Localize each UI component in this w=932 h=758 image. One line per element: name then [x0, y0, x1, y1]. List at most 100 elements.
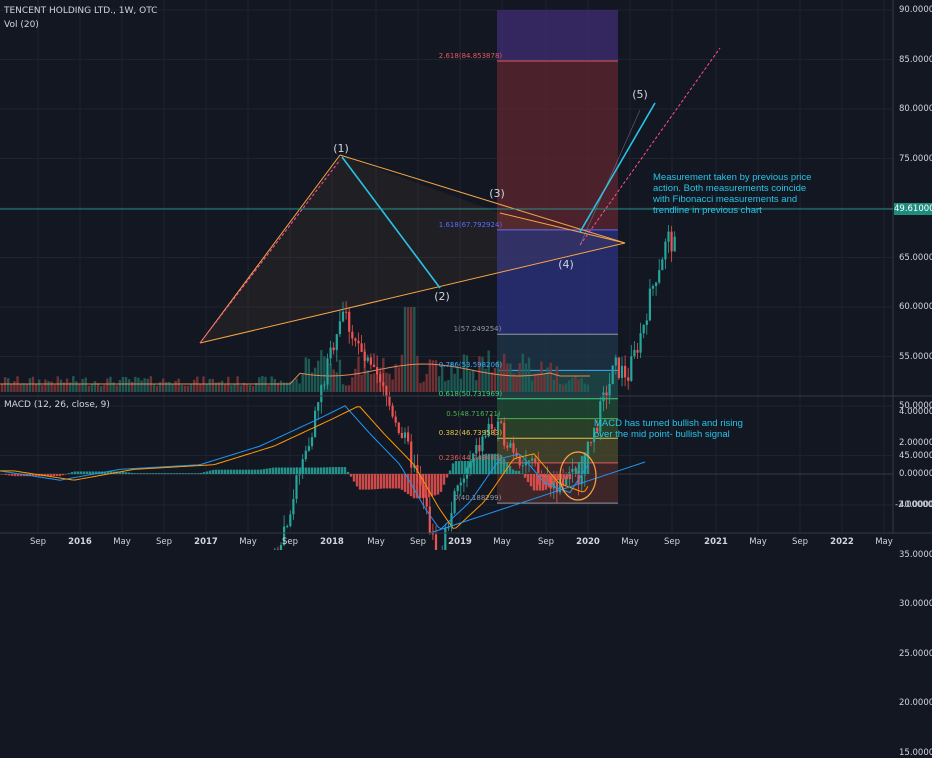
- fib-zone: [497, 334, 618, 370]
- macd-histogram-bar: [128, 473, 130, 474]
- volume-bar: [1, 384, 3, 392]
- macd-histogram-bar: [329, 467, 331, 474]
- macd-histogram-bar: [212, 470, 214, 474]
- macd-histogram-bar: [509, 466, 511, 474]
- candle-body: [367, 358, 369, 361]
- fib-zone: [497, 10, 618, 61]
- candle-body: [643, 325, 645, 333]
- volume-bar: [584, 384, 586, 392]
- candle-body: [512, 443, 514, 452]
- macd-histogram-bar: [239, 470, 241, 474]
- macd-histogram-bar: [428, 474, 430, 497]
- volume-bar: [181, 385, 183, 392]
- candle-body: [426, 497, 428, 506]
- time-tick-label: May: [749, 537, 767, 547]
- volume-bar: [81, 379, 83, 392]
- candle-body: [627, 377, 629, 380]
- macd-histogram-bar: [50, 474, 52, 476]
- macd-histogram-bar: [437, 474, 439, 495]
- volume-indicator-label[interactable]: Vol (20): [4, 20, 39, 30]
- macd-histogram-bar: [566, 474, 568, 479]
- macd-histogram-bar: [419, 474, 421, 498]
- time-tick-label: 2021: [704, 537, 728, 547]
- volume-bar: [119, 380, 121, 392]
- volume-bar: [345, 385, 347, 392]
- time-tick-label: Sep: [664, 537, 680, 547]
- volume-bar: [342, 384, 344, 392]
- candle-body: [609, 384, 611, 397]
- macd-histogram-bar: [455, 461, 457, 474]
- macd-histogram-bar: [59, 474, 61, 476]
- time-tick-label: Sep: [156, 537, 172, 547]
- macd-histogram-bar: [191, 473, 193, 474]
- volume-bar: [274, 379, 276, 392]
- candle-body: [571, 469, 573, 472]
- candle-body: [348, 312, 350, 332]
- volume-bar: [178, 379, 180, 392]
- fib-level-label: 1.618(67.792924): [439, 221, 502, 229]
- candle-body: [618, 358, 620, 378]
- macd-histogram-bar: [164, 473, 166, 474]
- candle-body: [435, 534, 437, 550]
- candle-body: [286, 526, 288, 527]
- macd-histogram-bar: [467, 461, 469, 474]
- macd-histogram-bar: [296, 467, 298, 474]
- volume-bar: [407, 307, 409, 392]
- volume-bar: [60, 380, 62, 392]
- volume-bar: [240, 385, 242, 392]
- volume-bar: [29, 378, 31, 392]
- macd-pane: [0, 406, 893, 533]
- macd-histogram-bar: [173, 473, 175, 474]
- candle-body: [522, 465, 524, 466]
- volume-bar: [100, 386, 102, 392]
- candle-body: [506, 446, 508, 448]
- volume-bar: [10, 384, 12, 392]
- macd-histogram-bar: [182, 473, 184, 474]
- macd-histogram-bar: [356, 474, 358, 486]
- price-chart[interactable]: [0, 0, 932, 550]
- macd-indicator-label[interactable]: MACD (12, 26, close, 9): [4, 400, 110, 410]
- candle-body: [674, 237, 676, 252]
- candle-body: [658, 270, 660, 282]
- macd-histogram-bar: [161, 473, 163, 474]
- volume-bar: [426, 374, 428, 392]
- volume-bar: [292, 381, 294, 392]
- candle-body: [345, 312, 347, 313]
- candle-body: [460, 483, 462, 486]
- macd-histogram-bar: [578, 462, 580, 474]
- macd-histogram-bar: [575, 468, 577, 474]
- macd-histogram-bar: [194, 473, 196, 474]
- volume-bar: [565, 383, 567, 392]
- macd-histogram-bar: [518, 471, 520, 474]
- volume-bar: [537, 373, 539, 392]
- candle-body: [500, 421, 502, 422]
- volume-bar: [103, 385, 105, 392]
- macd-histogram-bar: [197, 473, 199, 474]
- candle-body: [370, 358, 372, 365]
- macd-histogram-bar: [344, 467, 346, 474]
- volume-bar: [574, 376, 576, 392]
- volume-bar: [404, 307, 406, 392]
- macd-histogram-bar: [14, 474, 16, 476]
- macd-histogram-bar: [293, 467, 295, 474]
- macd-histogram-bar: [185, 473, 187, 474]
- volume-bar: [23, 383, 25, 392]
- elliott-wave-label: (3): [489, 187, 505, 200]
- volume-bar: [534, 374, 536, 392]
- candle-body: [475, 445, 477, 453]
- macd-histogram-bar: [236, 470, 238, 474]
- volume-bar: [531, 381, 533, 392]
- candle-body: [317, 402, 319, 410]
- macd-histogram-bar: [320, 467, 322, 474]
- candle-body: [326, 358, 328, 384]
- macd-histogram-bar: [272, 468, 274, 474]
- volume-bar: [398, 367, 400, 392]
- candle-body: [404, 432, 406, 437]
- volume-bar: [360, 375, 362, 392]
- volume-bar: [26, 384, 28, 392]
- macd-histogram-bar: [257, 470, 259, 474]
